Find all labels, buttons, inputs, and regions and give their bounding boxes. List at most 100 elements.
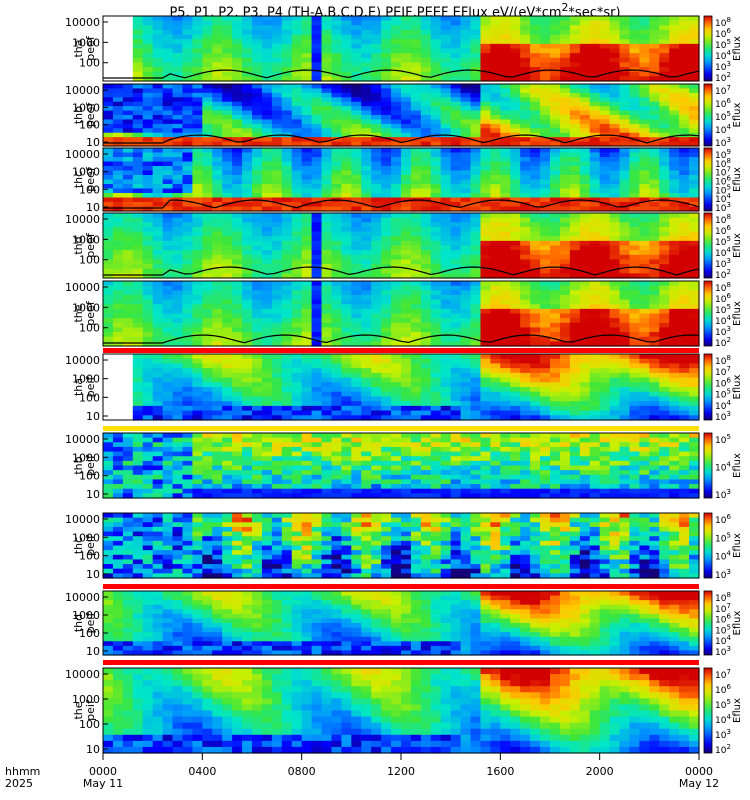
heatmap-cell — [202, 88, 213, 94]
heatmap-cell — [252, 34, 263, 40]
heatmap-cell — [401, 299, 412, 305]
heatmap-cell — [112, 259, 124, 265]
heatmap-cell — [500, 213, 511, 219]
heatmap-cell — [162, 290, 174, 296]
heatmap-cell — [569, 67, 581, 73]
heatmap-cell — [261, 170, 273, 176]
heatmap-cell — [540, 71, 551, 77]
heatmap-cell — [281, 285, 293, 291]
heatmap-cell — [321, 299, 333, 305]
heatmap-cell — [172, 193, 184, 199]
heatmap-cell — [420, 106, 432, 112]
heatmap-cell — [629, 57, 640, 64]
heatmap-cell — [271, 396, 283, 402]
heatmap-cell — [450, 377, 462, 383]
heatmap-cell — [440, 281, 452, 287]
heatmap-cell — [589, 184, 601, 190]
heatmap-cell — [619, 254, 631, 261]
heatmap-cell — [639, 197, 650, 203]
heatmap-cell — [291, 222, 303, 228]
heatmap-cell — [301, 92, 313, 98]
panel-label-probe: thc — [72, 171, 85, 188]
heatmap-cell — [152, 332, 164, 338]
heatmap-cell — [112, 327, 124, 333]
heatmap-cell — [530, 281, 541, 287]
heatmap-cell — [589, 101, 601, 107]
density-contour-line — [103, 69, 700, 79]
heatmap-cell — [480, 101, 491, 107]
heatmap-cell — [132, 48, 144, 54]
heatmap-cell — [301, 294, 313, 301]
heatmap-cell — [371, 71, 382, 77]
heatmap-cell — [569, 53, 581, 59]
heatmap-cell — [351, 231, 362, 237]
heatmap-cell — [331, 396, 342, 402]
heatmap-cell — [470, 115, 482, 121]
heatmap-cell — [242, 377, 253, 383]
heatmap-cell — [371, 62, 382, 68]
heatmap-cell — [589, 76, 601, 82]
heatmap-cell — [331, 184, 342, 190]
heatmap-cell — [162, 387, 174, 393]
heatmap-cell — [559, 71, 571, 77]
heatmap-cell — [639, 84, 650, 90]
heatmap-cell — [341, 53, 352, 59]
heatmap-cell — [540, 372, 551, 379]
heatmap-cell — [301, 236, 313, 242]
heatmap-cell — [629, 97, 640, 103]
heatmap-cell — [142, 106, 154, 112]
heatmap-cell — [550, 184, 561, 190]
heatmap-cell — [420, 294, 432, 301]
heatmap-cell — [649, 29, 660, 36]
heatmap-cell — [619, 128, 631, 134]
heatmap-cell — [112, 213, 124, 219]
heatmap-cell — [520, 123, 531, 129]
heatmap-cell — [361, 170, 372, 176]
heatmap-cell — [232, 202, 243, 208]
heatmap-cell — [152, 137, 164, 143]
heatmap-cell — [212, 92, 223, 98]
heatmap-cell — [401, 410, 412, 416]
heatmap-cell — [192, 372, 203, 379]
heatmap-cell — [291, 62, 303, 68]
heatmap-cell — [520, 25, 531, 31]
heatmap-cell — [222, 53, 233, 59]
colorbar-tick-label: 108 — [715, 213, 731, 226]
heatmap-cell — [520, 341, 531, 347]
heatmap-cell — [460, 327, 472, 333]
heatmap-cell — [410, 179, 422, 185]
heatmap-cell — [460, 231, 472, 237]
heatmap-cell — [569, 354, 581, 360]
heatmap-cell — [281, 245, 293, 251]
heatmap-cell — [341, 101, 352, 107]
heatmap-cell — [559, 405, 571, 412]
heatmap-cell — [639, 222, 650, 228]
density-contour-line — [103, 266, 700, 276]
heatmap-cell — [470, 358, 482, 365]
heatmap-cell — [520, 391, 531, 398]
heatmap-cell — [132, 193, 144, 199]
heatmap-cell — [599, 152, 611, 158]
heatmap-cell — [321, 175, 333, 181]
heatmap-cell — [669, 240, 680, 247]
heatmap-cell — [202, 410, 213, 416]
heatmap-cell — [132, 336, 144, 342]
heatmap-cell — [490, 97, 501, 103]
heatmap-cell — [530, 236, 541, 242]
heatmap-cell — [470, 166, 482, 172]
heatmap-cell — [242, 123, 253, 129]
heatmap-cell — [361, 396, 372, 402]
heatmap-cell — [669, 222, 680, 228]
y-tick-label: 100 — [79, 254, 100, 267]
heatmap-cell — [500, 304, 511, 310]
heatmap-cell — [639, 92, 650, 98]
colorbar-label: Eflux — [732, 167, 743, 192]
heatmap-cell — [351, 20, 362, 26]
heatmap-cell — [202, 341, 213, 347]
heatmap-cell — [192, 290, 203, 296]
heatmap-cell — [162, 184, 174, 190]
heatmap-cell — [450, 313, 462, 319]
heatmap-cell — [132, 318, 144, 324]
heatmap-cell — [599, 16, 611, 22]
heatmap-cell — [381, 396, 392, 402]
